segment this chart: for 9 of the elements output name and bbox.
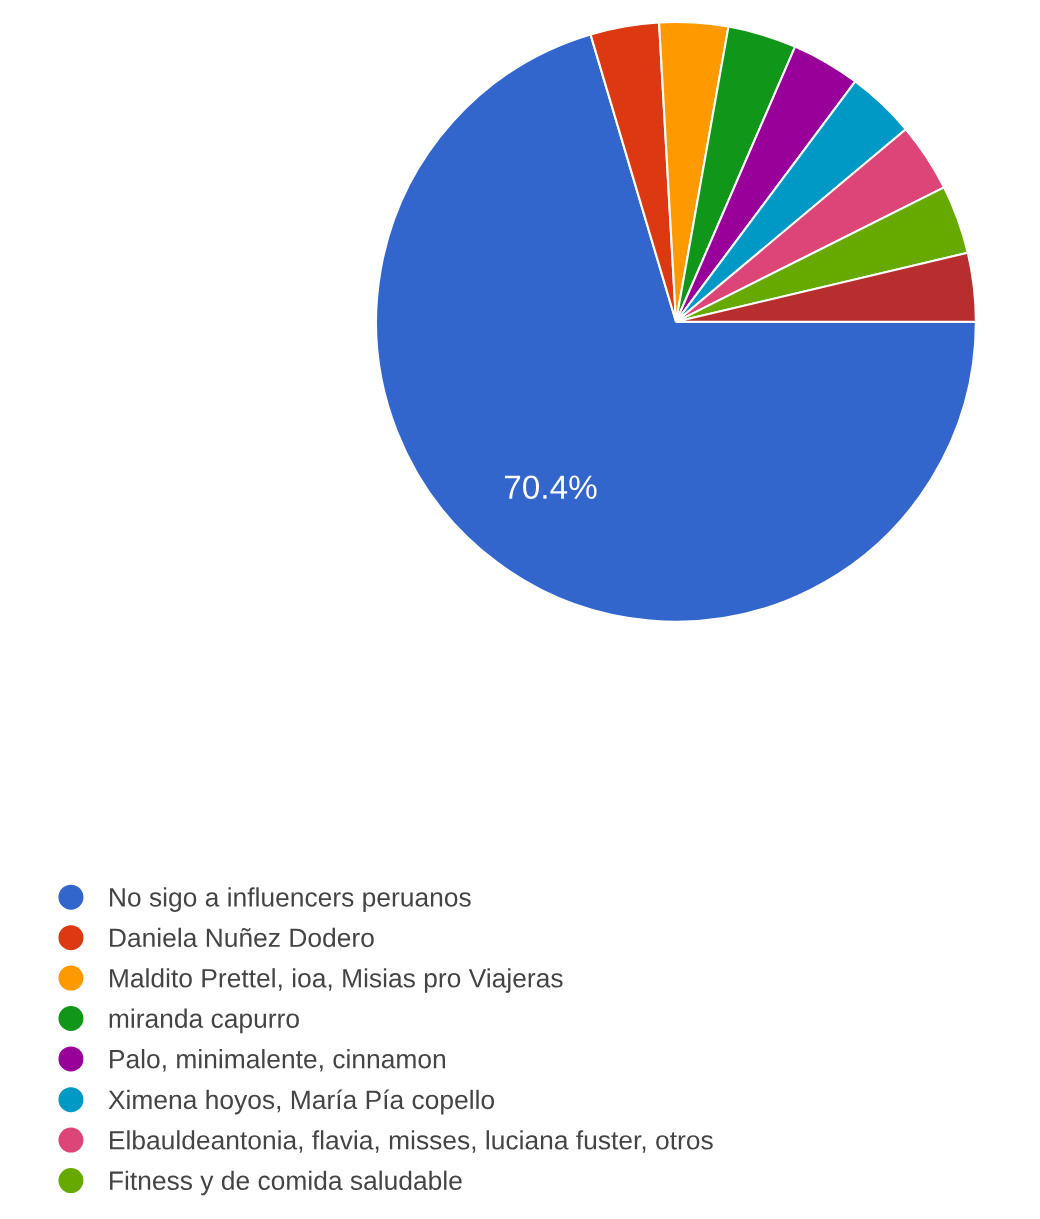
legend-label: Maldito Prettel, ioa, Misias pro Viajeras bbox=[110, 968, 563, 993]
legend-label: Daniela Nuñez Dodero bbox=[110, 927, 374, 948]
legend-label: Palo, minimalente, cinnamon bbox=[110, 1049, 445, 1072]
legend-label: Fitness y de comida saludable bbox=[110, 1170, 462, 1196]
legend-label: Ximena hoyos, María Pía copello bbox=[108, 1089, 495, 1115]
legend-label: miranda capurro bbox=[109, 1008, 299, 1034]
legend-label: No sigo a influencers peruanos bbox=[110, 887, 471, 912]
legend-label: Elbauldeantonia, flavia, misses, luciana fuster, otros bbox=[110, 1130, 713, 1153]
data-label: 70.4% bbox=[504, 475, 597, 500]
